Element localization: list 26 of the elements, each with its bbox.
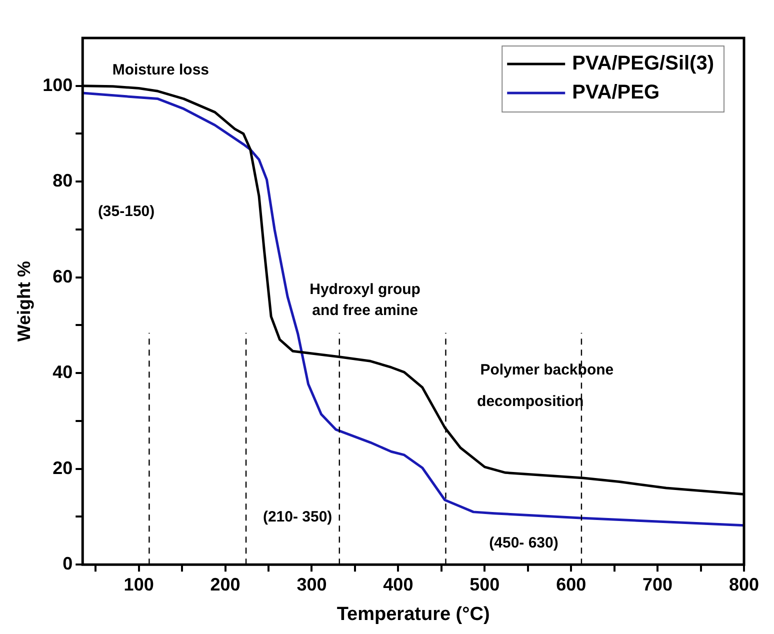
y-axis-title: Weight % [14, 260, 34, 342]
y-tick-label: 40 [52, 362, 73, 382]
annotation: Hydroxyl group [310, 280, 420, 298]
annotation: (35-150) [98, 202, 155, 220]
annotation: Moisture loss [112, 61, 210, 78]
x-axis-title: Temperature (°C) [336, 604, 490, 625]
legend-label: PVA/PEG/Sil(3) [572, 52, 714, 75]
x-tick-label: 600 [556, 574, 586, 594]
legend-label: PVA/PEG [572, 82, 660, 104]
x-tick-label: 200 [210, 574, 240, 594]
y-tick-label: 80 [52, 170, 73, 191]
y-tick-label: 20 [52, 458, 73, 478]
annotation: and free amine [312, 302, 418, 319]
y-tick-label: 60 [52, 266, 73, 286]
annotation: (450- 630) [489, 534, 558, 552]
x-tick-label: 700 [642, 574, 673, 594]
x-tick-label: 500 [470, 574, 500, 594]
y-tick-label: 0 [62, 554, 73, 574]
annotation: decomposition [477, 393, 584, 410]
x-tick-label: 100 [124, 574, 154, 594]
x-tick-label: 300 [296, 574, 327, 594]
x-tick-label: 800 [728, 574, 760, 594]
y-tick-label: 100 [42, 74, 73, 95]
annotation: (210- 350) [262, 508, 332, 526]
annotation: Polymer backbone [480, 361, 614, 378]
x-tick-label: 400 [383, 574, 414, 594]
